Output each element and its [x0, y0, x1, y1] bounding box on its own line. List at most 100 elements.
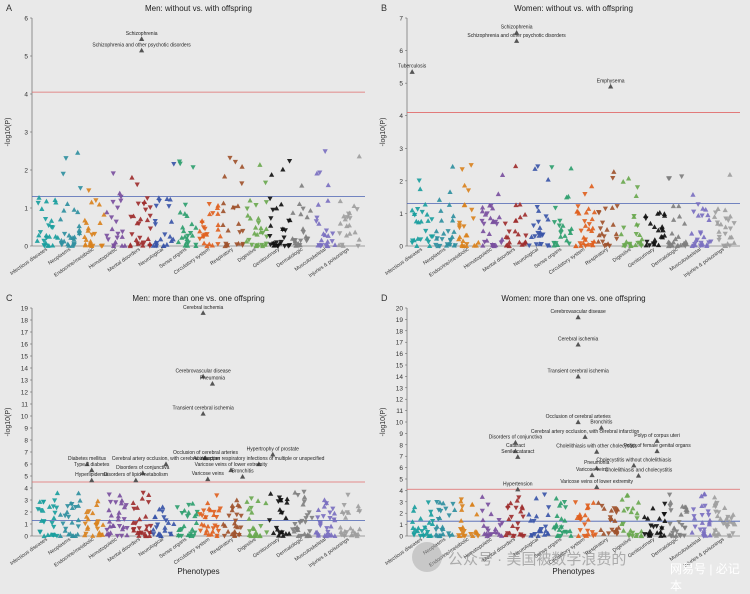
phenotype-point — [711, 214, 718, 219]
phenotype-point — [327, 516, 333, 521]
phenotype-point — [152, 222, 159, 227]
y-tick-label: 18 — [21, 318, 29, 325]
phenotype-point — [178, 533, 185, 539]
phenotype-point — [134, 241, 141, 247]
phenotype-point — [626, 175, 632, 181]
phenotype-point — [197, 528, 204, 534]
phenotype-point — [284, 496, 290, 502]
phenotype-point — [537, 241, 543, 246]
phenotype-point — [535, 533, 541, 538]
phenotype-point — [315, 531, 322, 537]
phenotype-point — [516, 495, 522, 501]
phenotype-point — [193, 511, 199, 517]
phenotype-point — [424, 235, 430, 241]
phenotype-point — [50, 242, 56, 248]
y-axis-label: -log10(P) — [5, 408, 12, 437]
phenotype-point — [667, 521, 673, 527]
phenotype-point — [699, 503, 705, 509]
annotation-label: Hypertension — [503, 481, 533, 487]
category-tick-label: Digestive — [612, 247, 633, 264]
phenotype-point — [730, 512, 736, 517]
phenotype-point — [300, 230, 307, 235]
phenotype-point — [137, 235, 143, 241]
phenotype-point — [163, 518, 169, 524]
phenotype-point — [533, 242, 539, 247]
phenotype-point — [465, 188, 472, 194]
phenotype-point — [558, 226, 564, 232]
phenotype-point — [679, 174, 685, 180]
phenotype-point — [351, 203, 357, 209]
phenotype-point — [676, 520, 682, 525]
phenotype-point — [438, 208, 444, 213]
phenotype-point — [727, 226, 734, 232]
phenotype-point — [419, 529, 425, 534]
phenotype-point — [133, 521, 139, 526]
phenotype-point — [314, 215, 320, 221]
annotation-label: Disorders of lipid metabolism — [104, 472, 168, 478]
phenotype-point — [601, 531, 607, 536]
phenotype-point — [705, 509, 711, 515]
y-tick-label: 10 — [396, 420, 404, 427]
phenotype-point — [46, 223, 52, 229]
phenotype-point — [338, 532, 345, 538]
phenotype-point — [553, 495, 559, 501]
phenotype-point — [460, 532, 466, 538]
annotated-point — [589, 472, 595, 478]
annotation-label: Transient cerebral ischemia — [173, 406, 234, 412]
phenotype-point — [485, 502, 491, 508]
chart-title: Women: more than one vs. one offspring — [501, 294, 645, 303]
phenotype-point — [459, 167, 465, 172]
phenotype-point — [551, 240, 557, 246]
phenotype-point — [472, 529, 478, 534]
y-tick-label: 6 — [399, 48, 403, 55]
phenotype-point — [511, 533, 517, 539]
annotated-point — [512, 448, 519, 454]
y-tick-label: 16 — [396, 351, 404, 358]
phenotype-point — [536, 208, 542, 213]
annotation-label: Transient cerebral ischemia — [548, 368, 609, 374]
phenotype-point — [659, 524, 665, 530]
phenotype-point — [129, 174, 135, 180]
phenotype-point — [223, 241, 229, 247]
phenotype-point — [300, 206, 306, 212]
phenotype-point — [57, 533, 63, 538]
phenotype-point — [72, 533, 79, 539]
phenotype-point — [248, 533, 254, 539]
phenotype-point — [252, 533, 259, 539]
phenotype-point — [314, 170, 320, 176]
phenotype-point — [124, 532, 130, 538]
phenotype-point — [71, 241, 77, 247]
phenotype-point — [340, 511, 347, 517]
phenotype-point — [574, 515, 580, 520]
phenotype-point — [145, 500, 152, 505]
phenotype-point — [307, 529, 313, 534]
phenotype-point — [436, 197, 443, 202]
phenotype-point — [704, 242, 710, 247]
phenotype-point — [658, 533, 664, 538]
phenotype-point — [517, 531, 523, 537]
phenotype-point — [667, 492, 673, 498]
phenotype-point — [323, 243, 329, 248]
phenotype-point — [41, 243, 48, 249]
y-tick-label: 5 — [24, 474, 28, 481]
phenotype-point — [107, 499, 114, 505]
phenotype-point — [155, 522, 161, 528]
phenotype-point — [418, 515, 424, 521]
phenotype-point — [179, 510, 185, 516]
phenotype-point — [556, 223, 562, 229]
phenotype-point — [631, 214, 637, 219]
phenotype-point — [628, 242, 634, 248]
phenotype-point — [341, 502, 347, 508]
annotated-point — [594, 449, 600, 454]
phenotype-point — [470, 216, 476, 222]
y-tick-label: 12 — [21, 390, 29, 397]
annotated-point — [594, 465, 600, 471]
phenotype-point — [661, 211, 668, 216]
phenotype-point — [513, 217, 519, 223]
y-tick-label: 5 — [24, 54, 28, 61]
phenotype-point — [641, 514, 648, 520]
annotated-point — [89, 477, 95, 483]
phenotype-point — [346, 222, 352, 228]
phenotype-point — [211, 509, 217, 515]
phenotype-point — [654, 530, 660, 535]
